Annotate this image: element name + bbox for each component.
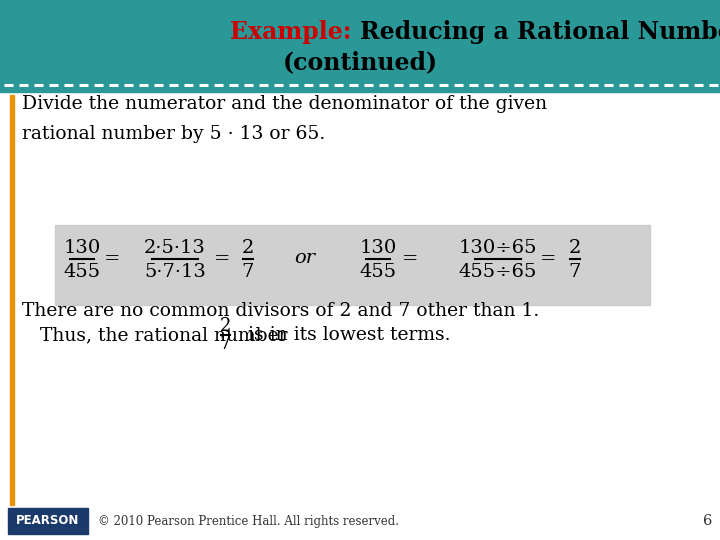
Text: 2: 2 [220,317,231,335]
Text: =: = [540,250,557,268]
Bar [10,95,14,505]
Text: 7: 7 [220,335,231,353]
Text: 7: 7 [242,263,254,281]
Text: 6: 6 [703,514,713,528]
Text: Example:: Example: [230,20,360,44]
Text: 130÷65: 130÷65 [459,239,537,257]
Bar [55,225,650,305]
Text: 2: 2 [242,239,254,257]
Text: PEARSON: PEARSON [17,515,80,528]
Text: 455: 455 [359,263,397,281]
Text: 130: 130 [63,239,101,257]
Text: 5·7·13: 5·7·13 [144,263,206,281]
Text: 7: 7 [569,263,581,281]
Text: Thus, the rational number: Thus, the rational number [22,326,294,344]
Text: 2·5·13: 2·5·13 [144,239,206,257]
Text: =: = [214,250,230,268]
Text: © 2010 Pearson Prentice Hall. All rights reserved.: © 2010 Pearson Prentice Hall. All rights… [98,515,399,528]
Text: rational number by 5 · 13 or 65.: rational number by 5 · 13 or 65. [22,125,325,143]
Text: 2: 2 [569,239,581,257]
Text: (continued): (continued) [282,50,438,74]
Text: is in its lowest terms.: is in its lowest terms. [242,326,450,344]
Text: or: or [294,249,315,267]
Text: 130: 130 [359,239,397,257]
Text: Reducing a Rational Number: Reducing a Rational Number [360,20,720,44]
Text: =: = [402,250,418,268]
Text: Divide the numerator and the denominator of the given: Divide the numerator and the denominator… [22,95,547,113]
Bar [0,0,720,92]
Text: 455: 455 [63,263,101,281]
Bar [8,508,88,534]
Text: There are no common divisors of 2 and 7 other than 1.: There are no common divisors of 2 and 7 … [22,302,539,320]
Text: =: = [104,250,120,268]
Text: 455÷65: 455÷65 [459,263,537,281]
